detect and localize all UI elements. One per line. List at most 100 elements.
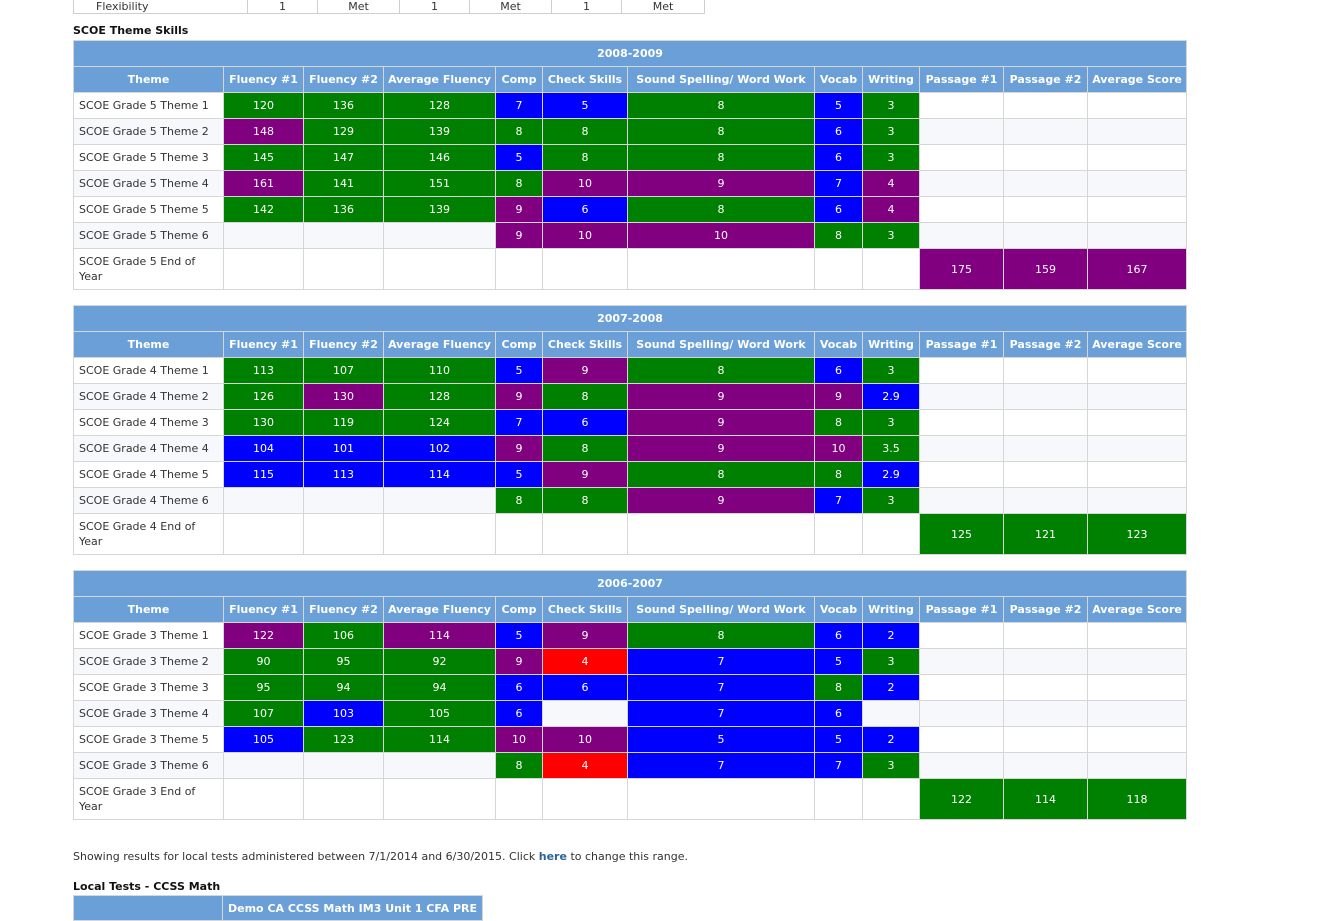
score-cell: 7 [495,92,543,119]
score-cell: 5 [495,461,543,488]
score-cell [303,487,384,514]
score-cell: 136 [303,196,384,223]
score-cell: 8 [542,118,628,145]
theme-name-cell: SCOE Grade 5 Theme 3 [73,144,224,171]
score-cell [495,778,543,820]
score-cell [303,222,384,249]
score-cell: 9 [495,383,543,410]
score-cell: 104 [223,435,304,462]
score-cell: 6 [814,118,863,145]
column-header: Fluency #2 [303,66,384,93]
score-cell: 8 [542,144,628,171]
score-cell [919,357,1004,384]
theme-name-cell: SCOE Grade 3 Theme 2 [73,648,224,675]
score-cell: 6 [542,196,628,223]
score-cell: 129 [303,118,384,145]
score-cell [495,513,543,555]
theme-row: SCOE Grade 4 Theme 2 126 130 128 9 8 9 9 2.9 [73,383,1188,410]
score-cell: 10 [814,435,863,462]
score-cell: 2 [862,622,920,649]
score-cell [1086,409,1188,436]
score-cell: 130 [303,383,384,410]
column-header: Theme [73,331,224,358]
score-cell: 2 [862,726,920,753]
local-tests-table: Demo CA CCSS Math IM3 Unit 1 CFA PRE [73,895,484,921]
theme-row: SCOE Grade 5 Theme 3 145 147 146 5 8 8 6 3 [73,144,1188,171]
score-cell: 3 [862,409,920,436]
score-cell: 159 [1003,248,1088,290]
column-header: Sound Spelling/ Word Work [627,66,815,93]
score-cell [919,196,1004,223]
theme-name-cell: SCOE Grade 5 Theme 6 [73,222,224,249]
score-cell: 102 [383,435,496,462]
score-cell: 3 [862,648,920,675]
score-cell: 9 [495,196,543,223]
score-cell: 8 [627,118,815,145]
score-cell [303,248,384,290]
score-cell: 118 [1086,778,1188,820]
score-cell [1003,487,1088,514]
score-cell: 8 [627,144,815,171]
score-cell: 10 [627,222,815,249]
score-cell: 6 [495,700,543,727]
score-cell: 8 [627,196,815,223]
flexibility-label: Flexibility [73,0,248,14]
score-cell [383,513,496,555]
score-cell [303,778,384,820]
score-cell [919,409,1004,436]
score-cell: 9 [627,383,815,410]
date-range-note: Showing results for local tests administ… [73,850,688,863]
local-test-column-header[interactable]: Demo CA CCSS Math IM3 Unit 1 CFA PRE [221,895,484,921]
theme-name-cell: SCOE Grade 3 Theme 4 [73,700,224,727]
score-cell: 113 [303,461,384,488]
score-cell [383,222,496,249]
score-cell [1086,435,1188,462]
theme-row: SCOE Grade 5 Theme 4 161 141 151 8 10 9 7 4 [73,170,1188,197]
score-cell [1086,622,1188,649]
score-cell: 4 [862,170,920,197]
local-tests-header-row: Demo CA CCSS Math IM3 Unit 1 CFA PRE [73,895,484,921]
score-cell: 7 [814,170,863,197]
date-range-text-end: to change this range. [570,850,689,863]
theme-name-cell: SCOE Grade 4 Theme 3 [73,409,224,436]
year-label: 2007-2008 [72,305,1188,332]
score-cell: 142 [223,196,304,223]
column-header-row: Theme Fluency #1 Fluency #2 Average Fluency… [73,331,1188,358]
score-cell [1003,435,1088,462]
score-cell: 94 [383,674,496,701]
score-cell: 9 [542,357,628,384]
score-cell: 7 [814,752,863,779]
score-cell: 123 [1086,513,1188,555]
score-cell: 9 [627,435,815,462]
score-cell: 9 [627,409,815,436]
column-header: Vocab [814,331,863,358]
score-cell [1086,700,1188,727]
theme-name-cell: SCOE Grade 3 Theme 5 [73,726,224,753]
score-cell: 10 [542,170,628,197]
score-cell: 139 [383,118,496,145]
score-cell: 5 [627,726,815,753]
score-cell [1003,357,1088,384]
change-range-link[interactable]: here [538,850,567,863]
score-cell: 128 [383,92,496,119]
score-cell: 4 [542,648,628,675]
score-cell [1003,409,1088,436]
score-cell [814,513,863,555]
score-cell: 9 [627,487,815,514]
year-label: 2006-2007 [72,570,1188,597]
column-header: Passage #2 [1003,331,1088,358]
column-header: Average Score [1086,331,1188,358]
score-cell: 90 [223,648,304,675]
score-cell: 8 [495,487,543,514]
score-cell [814,248,863,290]
score-cell: 114 [383,622,496,649]
column-header: Passage #2 [1003,596,1088,623]
column-header: Average Fluency [383,331,496,358]
column-header: Average Score [1086,66,1188,93]
score-cell: 122 [919,778,1004,820]
score-cell [1086,196,1188,223]
score-cell [1086,383,1188,410]
score-cell: 148 [223,118,304,145]
strip-score-1: 1 [247,0,318,14]
score-cell: 113 [223,357,304,384]
